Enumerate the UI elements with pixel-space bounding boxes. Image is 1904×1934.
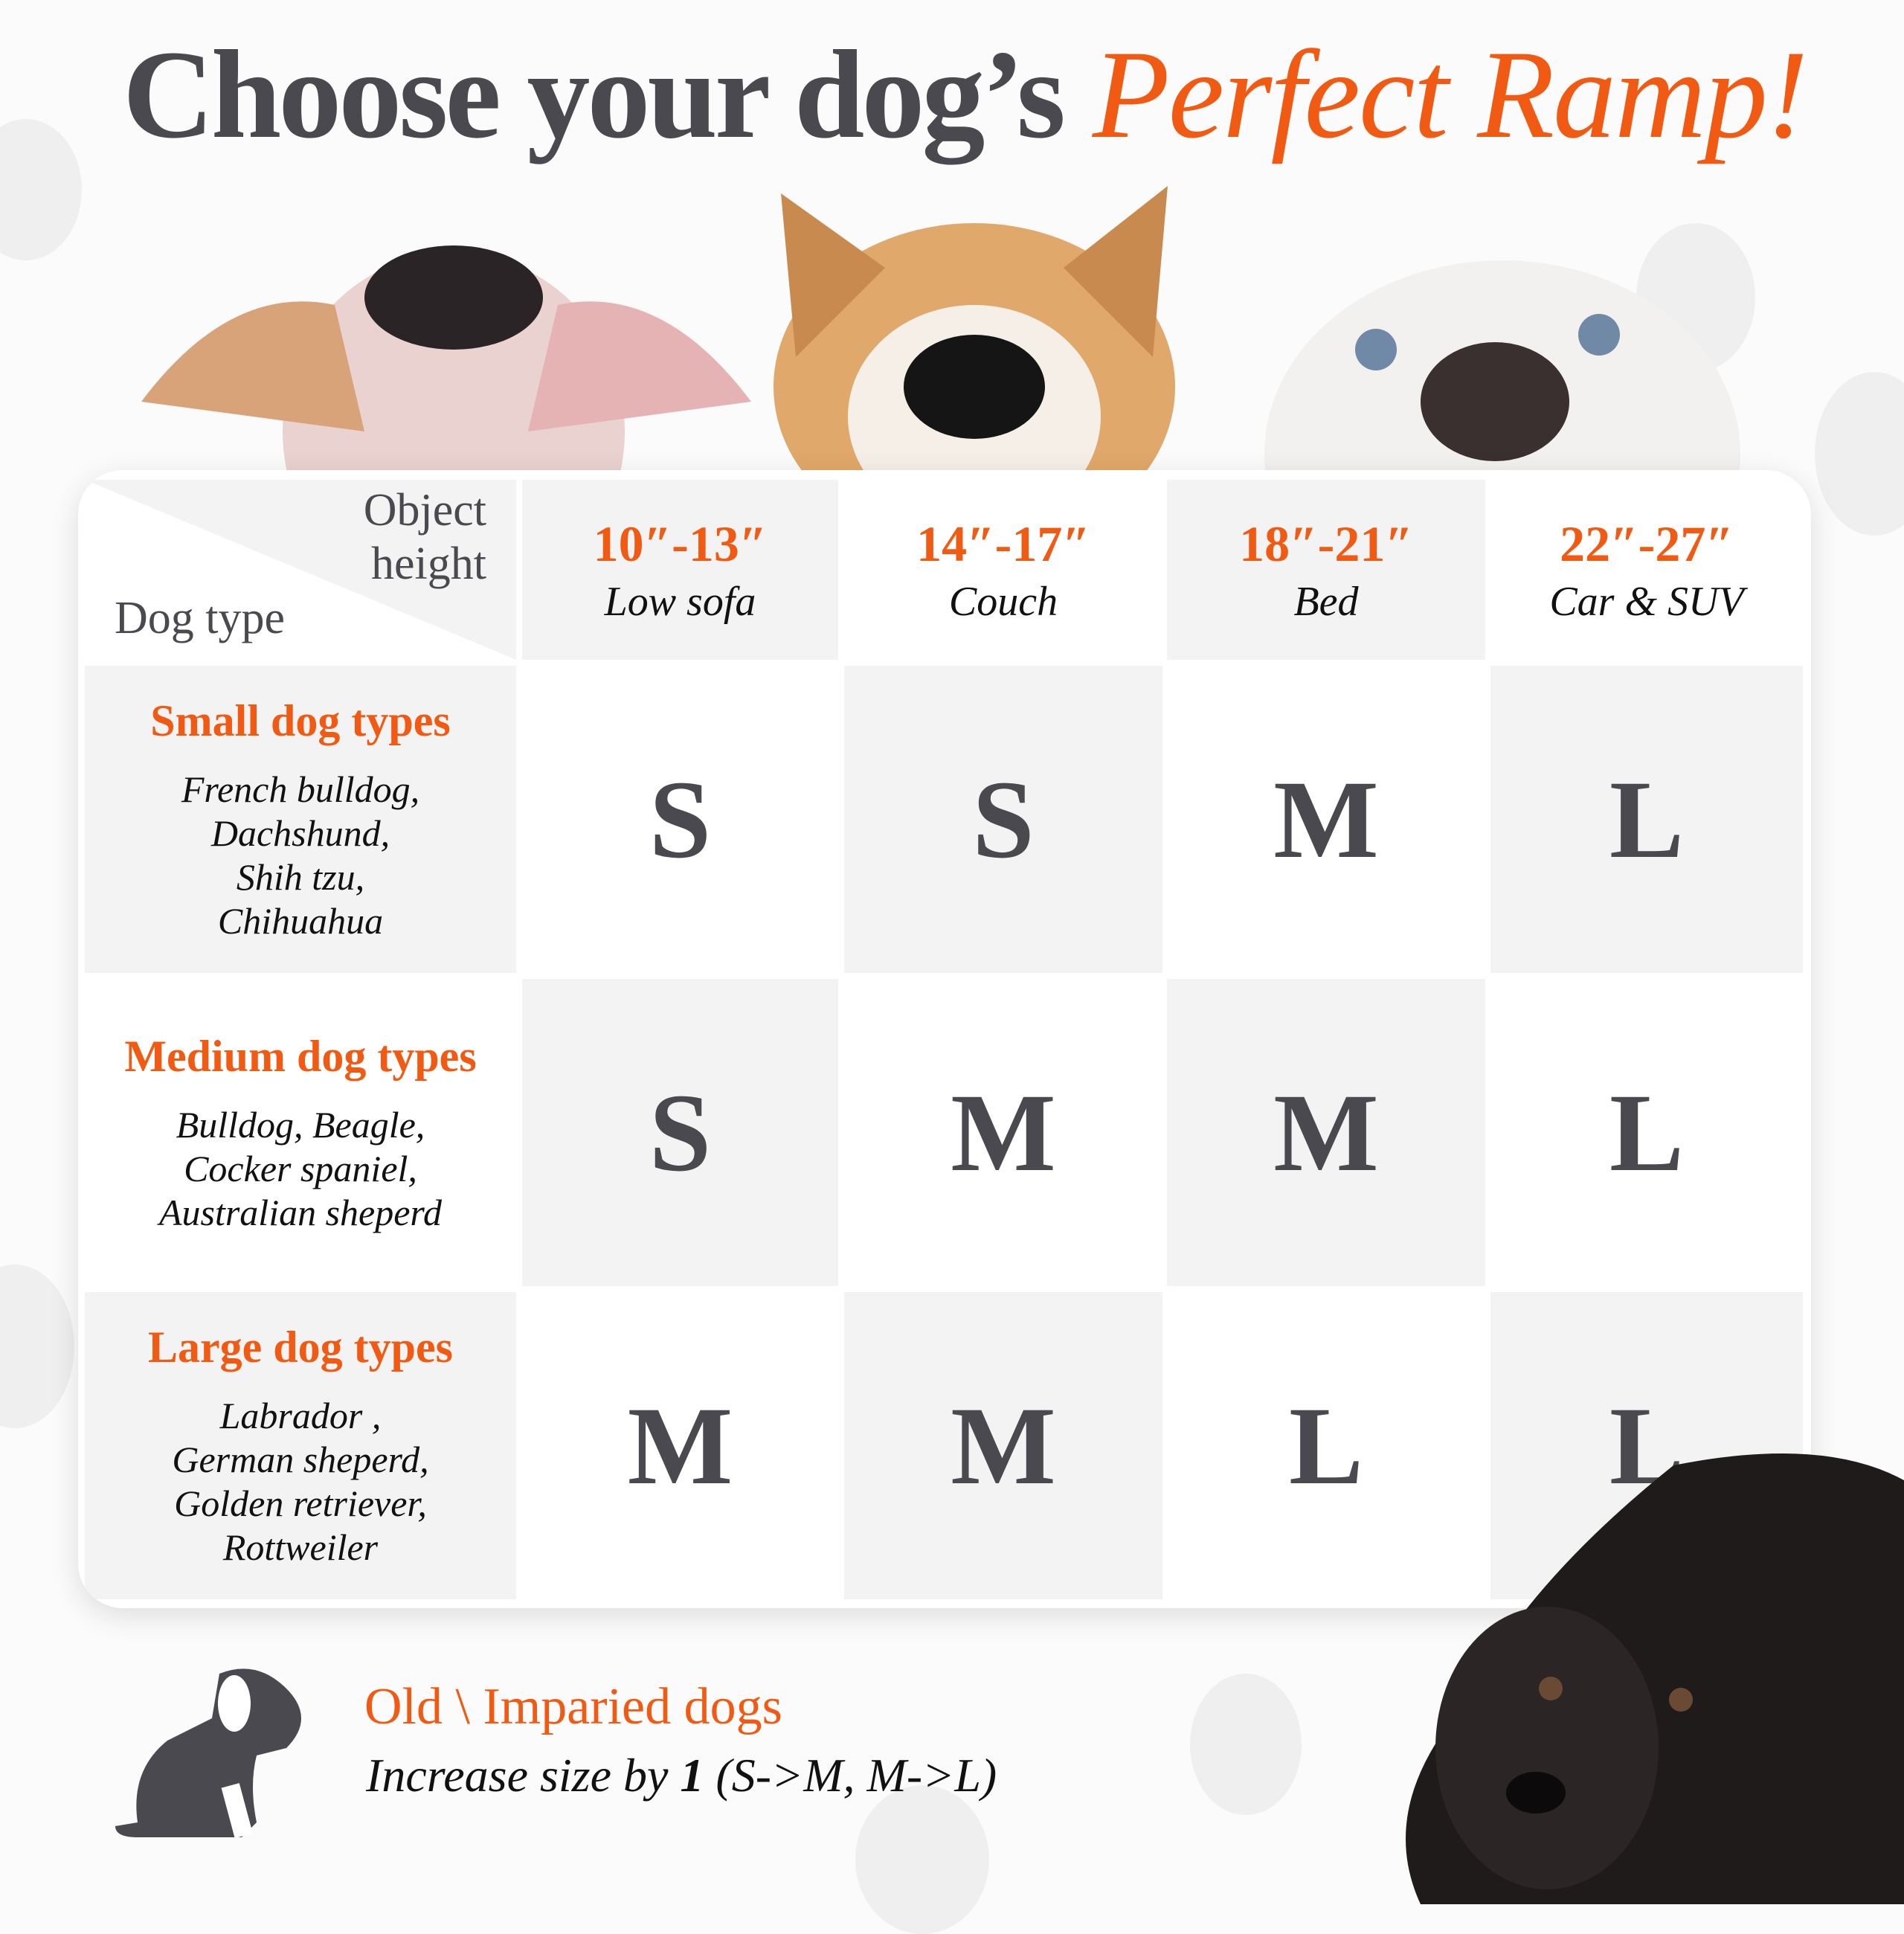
height-range: 22″-27″ (1560, 515, 1734, 572)
paw-print-decoration (1815, 372, 1904, 536)
ramp-size: L (1288, 1384, 1364, 1508)
dog-category: Medium dog types (124, 1031, 477, 1081)
ramp-size: S (649, 1070, 712, 1195)
ramp-size: L (1609, 757, 1685, 881)
breed: Labrador , (219, 1395, 382, 1436)
breed: Cocker spaniel, (184, 1147, 417, 1189)
ramp-size: M (1273, 757, 1379, 881)
dog-category: Large dog types (148, 1323, 453, 1372)
object-height-label: Object height (363, 485, 486, 589)
ramp-size-cell: S (522, 979, 838, 1286)
shiba-inu-photo (774, 186, 1175, 476)
dog-type-label: Dog type (115, 593, 286, 643)
note-text: Increase size by 1 (S->M, M->L) (366, 1749, 997, 1802)
ramp-size-cell: S (522, 666, 838, 973)
object-name: Car & SUV (1549, 578, 1744, 625)
black-spaniel-photo (1406, 1453, 1904, 1904)
ramp-size-cell: L (1490, 666, 1803, 973)
object-name: Couch (948, 578, 1058, 625)
bulldog-photo (141, 245, 751, 476)
column-header: 22″-27″ Car & SUV (1490, 480, 1803, 660)
corner-cell: Object height Dog type (85, 480, 516, 660)
column-header: 14″-17″ Couch (844, 480, 1162, 660)
column-header: 18″-21″ Bed (1167, 480, 1485, 660)
height-range: 10″-13″ (593, 515, 768, 572)
ramp-size: M (627, 1384, 733, 1508)
ramp-size-cell: M (844, 1292, 1162, 1599)
breed: Shih tzu, (236, 856, 365, 898)
paw-print-decoration (1190, 1674, 1302, 1815)
breed: Rottweiler (222, 1526, 379, 1568)
height-range: 14″-17″ (916, 515, 1090, 572)
title-accent: Perfect Ramp! (1092, 25, 1809, 164)
ramp-size-cell: S (844, 666, 1162, 973)
paw-print-decoration (0, 119, 82, 260)
breed: Australian sheperd (158, 1191, 443, 1233)
ramp-size: M (951, 1070, 1056, 1195)
ramp-size: M (951, 1384, 1056, 1508)
object-name: Bed (1293, 578, 1359, 625)
note-title: Old \ Imparied dogs (364, 1678, 782, 1735)
breed: Bulldog, Beagle, (176, 1103, 425, 1146)
dog-type-cell: Medium dog types Bulldog, Beagle, Cocker s… (85, 979, 516, 1286)
white-dog-photo (1264, 260, 1740, 476)
breed-list: Labrador , German sheperd, Golden retrieve… (172, 1394, 428, 1570)
sitting-dog-icon (115, 1668, 301, 1839)
ramp-size: S (649, 757, 712, 881)
ramp-size-cell: M (1167, 666, 1485, 973)
object-name: Low sofa (604, 578, 756, 625)
size-chart-table: Object height Dog type 10″-13″ Low sofa 14… (78, 470, 1811, 1608)
breed: Dachshund, (210, 812, 390, 854)
breed-list: Bulldog, Beagle, Cocker spaniel, Australia… (159, 1103, 442, 1235)
ramp-size: L (1609, 1070, 1685, 1195)
height-range: 18″-21″ (1239, 515, 1413, 572)
breed: Golden retriever, (174, 1482, 427, 1524)
ramp-size: S (972, 757, 1035, 881)
breed: German sheperd, (172, 1439, 429, 1480)
ramp-size-cell: M (1167, 979, 1485, 1286)
paw-print-decoration (855, 1785, 989, 1934)
ramp-size-cell: L (1490, 979, 1803, 1286)
diagonal-divider (85, 480, 516, 660)
ramp-size-cell: M (522, 1292, 838, 1599)
column-header: 10″-13″ Low sofa (522, 480, 838, 660)
page-title: Choose your dog’s Perfect Ramp! (123, 25, 1809, 164)
ramp-size-cell: L (1167, 1292, 1485, 1599)
dog-category: Small dog types (150, 696, 451, 745)
ramp-size-cell: M (844, 979, 1162, 1286)
ramp-size: M (1273, 1070, 1379, 1195)
paw-print-decoration (0, 1265, 74, 1428)
dog-type-cell: Small dog types French bulldog, Dachshund,… (85, 666, 516, 973)
breed: French bulldog, (181, 768, 420, 810)
breed-list: French bulldog, Dachshund, Shih tzu, Chihua… (181, 768, 419, 943)
breed: Chihuahua (217, 900, 384, 942)
dog-type-cell: Large dog types Labrador , German sheperd,… (85, 1292, 516, 1599)
